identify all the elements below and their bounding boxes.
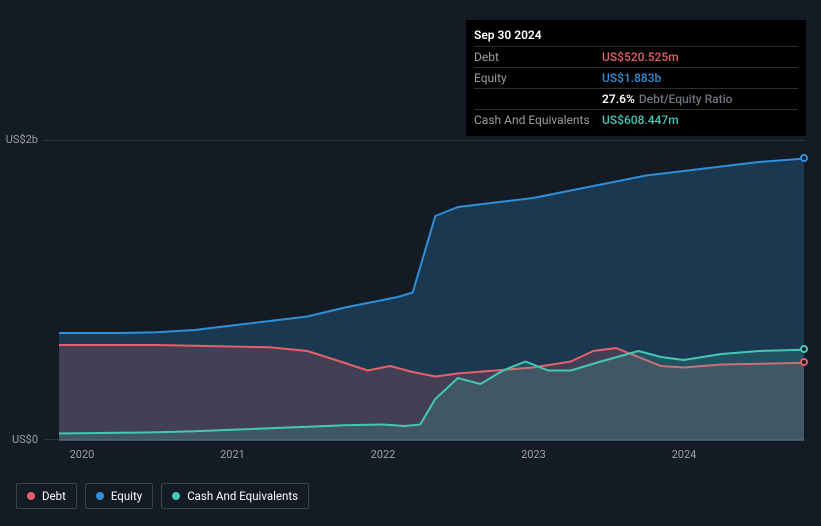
series-end-marker	[800, 358, 808, 366]
chart-plot-area[interactable]	[44, 140, 804, 440]
x-axis-label: 2020	[70, 448, 95, 461]
y-axis-label: US$0	[0, 433, 38, 446]
tooltip-row-value: US$1.883b	[602, 71, 661, 85]
x-axis-label: 2023	[521, 448, 546, 461]
x-axis-label: 2022	[371, 448, 396, 461]
legend-item-cash-and-equivalents[interactable]: Cash And Equivalents	[161, 483, 309, 509]
tooltip-row-label	[474, 92, 602, 106]
x-axis-label: 2021	[220, 448, 245, 461]
tooltip-row: 27.6%Debt/Equity Ratio	[474, 88, 798, 109]
legend-item-equity[interactable]: Equity	[85, 483, 153, 509]
y-axis-label: US$2b	[0, 133, 38, 146]
legend-label: Cash And Equivalents	[187, 489, 298, 503]
series-end-marker	[800, 154, 808, 162]
legend-dot-icon	[172, 492, 180, 500]
legend-item-debt[interactable]: Debt	[16, 483, 77, 509]
chart-legend: Debt Equity Cash And Equivalents	[16, 483, 309, 509]
tooltip-row-label: Debt	[474, 50, 602, 64]
tooltip-row-label: Equity	[474, 71, 602, 85]
legend-label: Equity	[111, 489, 142, 503]
tooltip-row: DebtUS$520.525m	[474, 46, 798, 67]
tooltip-date: Sep 30 2024	[474, 26, 798, 46]
x-axis-label: 2024	[672, 448, 697, 461]
legend-dot-icon	[96, 492, 104, 500]
tooltip-row-value: US$520.525m	[602, 50, 679, 64]
tooltip-row: EquityUS$1.883b	[474, 67, 798, 88]
series-end-marker	[800, 345, 808, 353]
tooltip-row-value: 27.6%Debt/Equity Ratio	[602, 92, 732, 106]
chart-tooltip: Sep 30 2024 DebtUS$520.525mEquityUS$1.88…	[466, 20, 806, 136]
legend-label: Debt	[42, 489, 66, 503]
legend-dot-icon	[27, 492, 35, 500]
balance-chart[interactable]: US$0US$2b 20202021202220232024	[16, 120, 806, 470]
